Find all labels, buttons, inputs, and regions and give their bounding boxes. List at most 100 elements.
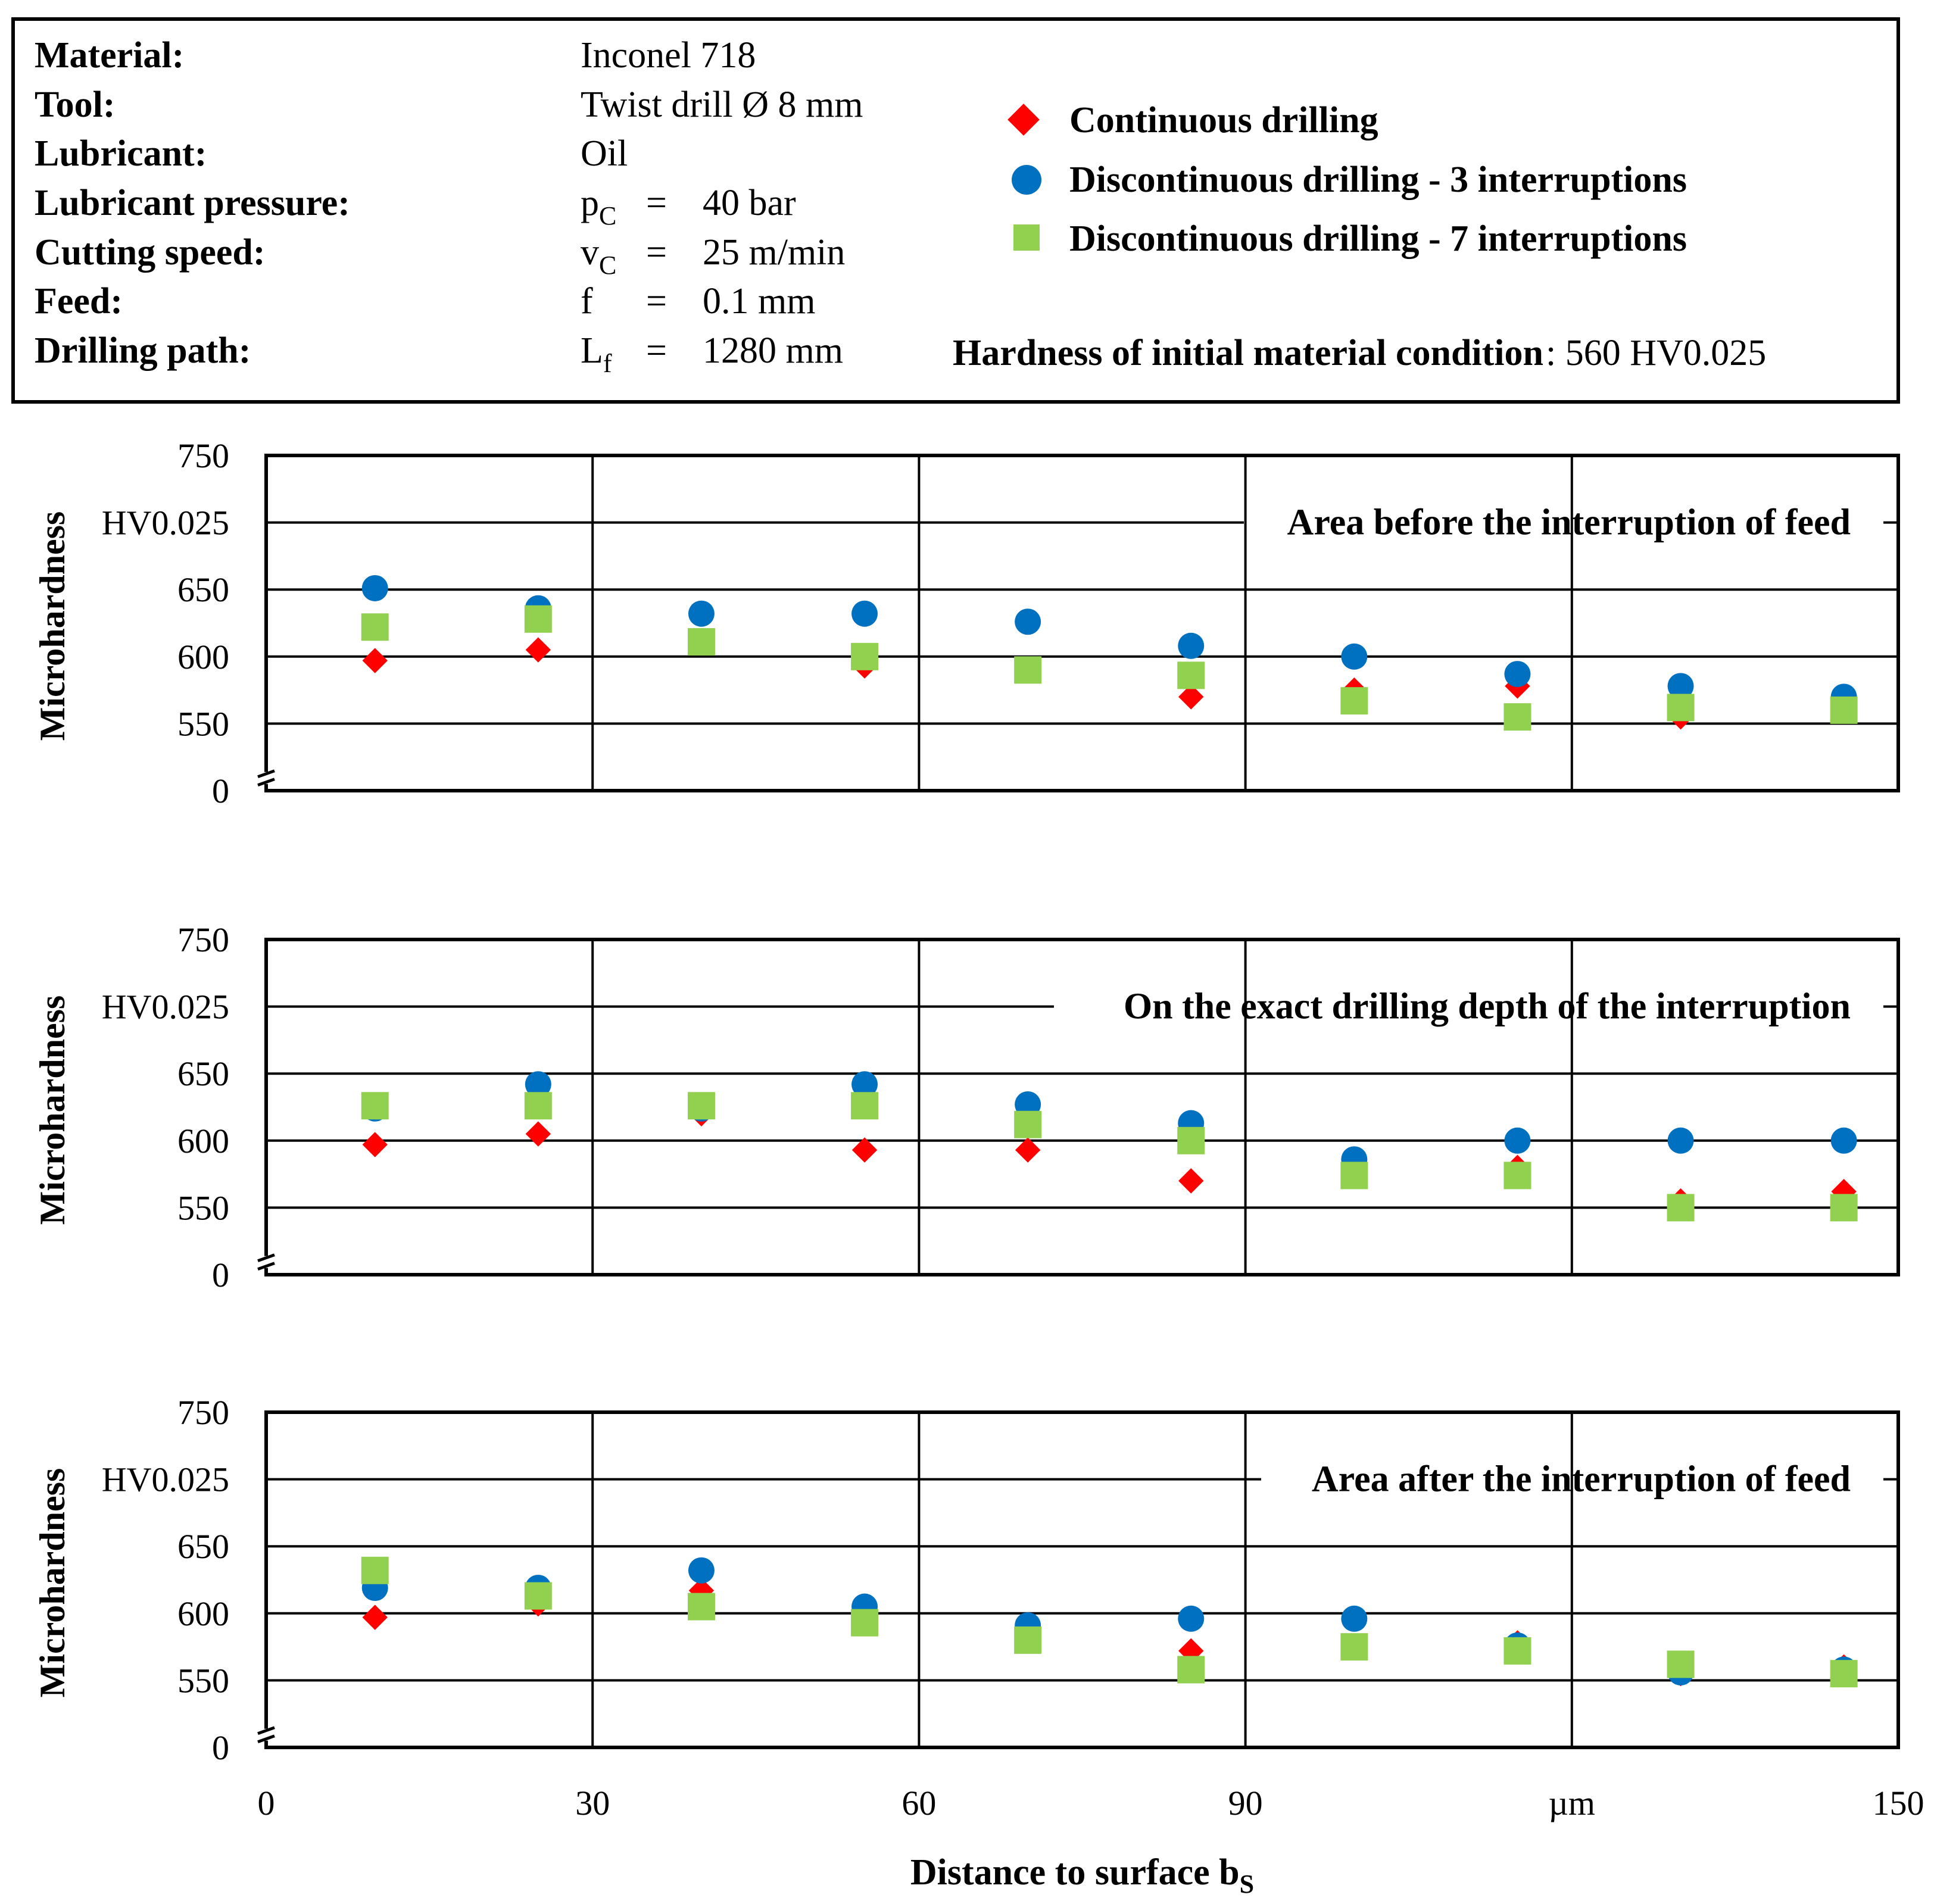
y-tick-label: 550 — [177, 1188, 229, 1227]
y-axis-label: Microhardness — [33, 995, 72, 1225]
x-tick-label: 0 — [258, 1784, 275, 1822]
param-label: Lubricant pressure: — [35, 183, 350, 223]
param-symbol-sub: C — [599, 201, 616, 230]
point-continuous — [525, 1121, 551, 1147]
panel-title: Area after the interruption of feed — [1312, 1459, 1851, 1500]
x-unit-label: µm — [1549, 1784, 1596, 1822]
param-equals: = — [646, 281, 667, 322]
point-7-interruptions — [1177, 661, 1205, 689]
point-7-interruptions — [361, 613, 389, 641]
point-7-interruptions — [851, 642, 879, 670]
param-symbol: f — [581, 281, 593, 322]
param-label: Cutting speed: — [35, 232, 266, 273]
point-7-interruptions — [1667, 1194, 1695, 1222]
x-tick-label: 150 — [1873, 1784, 1924, 1822]
point-3-interruptions — [1830, 1127, 1857, 1154]
point-3-interruptions — [851, 1071, 878, 1098]
point-3-interruptions — [1178, 1605, 1205, 1632]
param-label: Drilling path: — [35, 330, 251, 371]
chart-panel-before-interruption: Area before the interruption of feed 0 550… — [33, 436, 1900, 810]
title-backdrop — [1244, 498, 1883, 547]
y-tick-label: 750 — [177, 1393, 229, 1432]
x-tick-label: 60 — [902, 1784, 936, 1822]
point-7-interruptions — [1667, 1650, 1695, 1678]
param-symbol-main: v — [581, 232, 599, 273]
param-value: 25 m/min — [703, 232, 845, 273]
point-7-interruptions — [1830, 696, 1858, 724]
plot-frame — [264, 938, 1900, 1276]
x-tick-label: 30 — [575, 1784, 610, 1822]
point-7-interruptions — [687, 1593, 715, 1621]
legend-marker-3-interruptions — [1012, 165, 1041, 195]
point-continuous — [525, 637, 551, 663]
point-continuous — [851, 1137, 878, 1163]
y-tick-label: 0 — [212, 772, 229, 810]
point-7-interruptions — [361, 1092, 389, 1120]
point-7-interruptions — [524, 1092, 552, 1120]
point-3-interruptions — [688, 600, 715, 627]
y-unit-label: HV0.025 — [102, 988, 229, 1026]
y-tick-label: 750 — [177, 920, 229, 959]
y-tick-label: 550 — [177, 704, 229, 743]
param-symbol: Lf — [581, 330, 612, 378]
point-3-interruptions — [851, 600, 878, 627]
param-symbol-main: f — [581, 281, 593, 322]
plot-frame — [264, 1410, 1900, 1749]
point-7-interruptions — [524, 605, 552, 633]
x-axis-label-subscript: S — [1240, 1869, 1254, 1899]
point-7-interruptions — [1014, 1110, 1042, 1138]
point-3-interruptions — [1341, 643, 1368, 670]
param-equals: = — [646, 232, 667, 273]
param-value: Twist drill Ø 8 mm — [581, 85, 863, 125]
point-7-interruptions — [687, 1092, 715, 1120]
point-7-interruptions — [1340, 1162, 1368, 1190]
point-continuous — [362, 648, 388, 673]
param-symbol: vC — [581, 232, 616, 280]
initial-hardness-note: Hardness of initial material condition: … — [953, 333, 1766, 373]
point-continuous — [1178, 1168, 1204, 1194]
point-7-interruptions — [1667, 694, 1695, 722]
point-7-interruptions — [1014, 656, 1042, 684]
parameters-box — [11, 17, 1900, 404]
point-3-interruptions — [1341, 1605, 1368, 1632]
legend-label-continuous: Continuous drilling — [1069, 100, 1378, 141]
legend-marker-7-interruptions — [1013, 224, 1040, 251]
param-label: Feed: — [35, 281, 123, 322]
y-tick-label: 550 — [177, 1661, 229, 1700]
point-3-interruptions — [525, 1071, 551, 1098]
param-equals: = — [646, 183, 667, 223]
x-axis-label-text: Distance to surface b — [910, 1852, 1240, 1893]
parameter-table: Material: Inconel 718 Tool: Twist drill Ø 8… — [35, 35, 863, 378]
axis-break-mark — [257, 1253, 275, 1263]
title-backdrop — [1054, 982, 1883, 1031]
axis-break-mark — [257, 1734, 275, 1744]
point-7-interruptions — [1340, 687, 1368, 715]
point-3-interruptions — [1504, 661, 1531, 688]
point-continuous — [362, 1605, 388, 1630]
point-7-interruptions — [524, 1582, 552, 1610]
chart-panel-at-interruption: On the exact drilling depth of the inter… — [33, 920, 1900, 1294]
axis-break-mark — [257, 778, 275, 787]
y-tick-label: 0 — [212, 1256, 229, 1294]
x-tick-label: 90 — [1228, 1784, 1263, 1822]
x-axis-label: Distance to surface bS — [910, 1852, 1254, 1899]
y-axis-label: Microhardness — [33, 1468, 72, 1698]
point-7-interruptions — [1503, 1162, 1531, 1190]
axis-break-mark — [257, 1262, 275, 1271]
point-7-interruptions — [1177, 1656, 1205, 1684]
point-7-interruptions — [687, 628, 715, 656]
point-7-interruptions — [851, 1609, 879, 1637]
panel-title: Area before the interruption of feed — [1287, 502, 1851, 543]
point-7-interruptions — [1503, 703, 1531, 731]
param-symbol: pC — [581, 183, 616, 230]
y-tick-label: 750 — [177, 436, 229, 475]
point-3-interruptions — [1178, 632, 1205, 659]
axis-break-mark — [257, 1726, 275, 1736]
param-label: Material: — [35, 35, 184, 76]
legend: Continuous drilling Discontinuous drilli… — [1007, 100, 1687, 259]
param-equals: = — [646, 330, 667, 371]
initial-hardness-label: Hardness of initial material condition — [953, 333, 1543, 373]
y-tick-label: 600 — [177, 638, 229, 676]
point-continuous — [1178, 684, 1204, 710]
